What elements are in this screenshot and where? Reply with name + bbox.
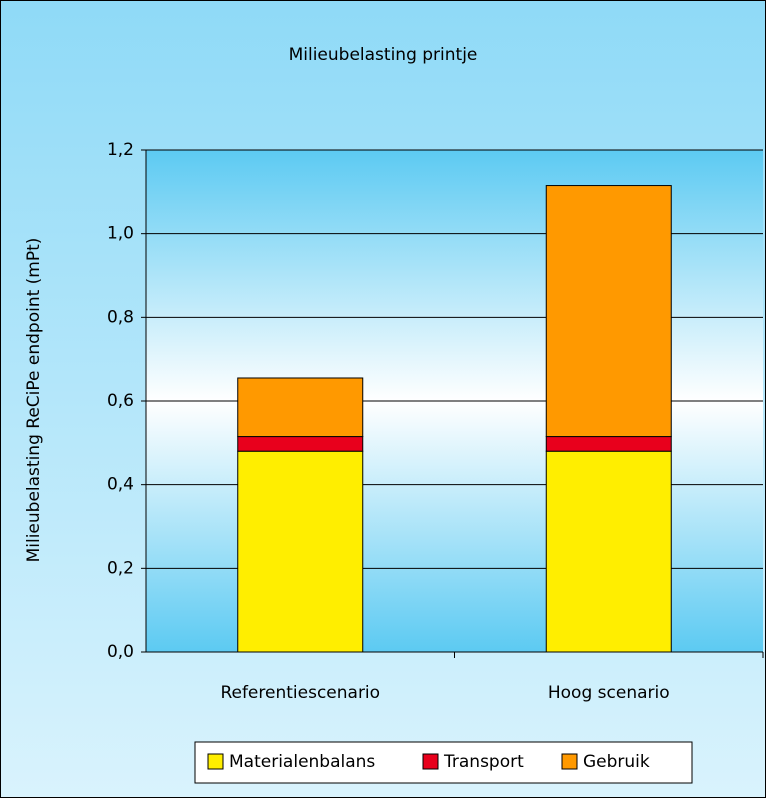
bar-segment xyxy=(545,450,672,653)
y-tick-label: 0,8 xyxy=(107,307,134,327)
y-tick-label: 0,2 xyxy=(107,558,134,578)
y-axis-label: Milieubelasting ReCiPe endpoint (mPt) xyxy=(24,238,44,563)
x-tick-label: Referentiescenario xyxy=(220,683,380,703)
legend-label: Transport xyxy=(443,752,524,772)
y-tick-label: 0,4 xyxy=(107,475,134,495)
y-tick-label: 0,0 xyxy=(107,642,134,662)
legend-swatch xyxy=(561,753,578,770)
bar-segment xyxy=(545,436,672,452)
y-tick-label: 1,2 xyxy=(107,140,134,160)
y-tick-label: 0,6 xyxy=(107,391,134,411)
legend-label: Gebruik xyxy=(583,752,650,772)
x-tick-label: Hoog scenario xyxy=(548,683,670,703)
legend-label: Materialenbalans xyxy=(229,752,375,772)
bar-segment xyxy=(237,377,364,438)
y-tick-label: 1,0 xyxy=(107,224,134,244)
bar-segment xyxy=(545,185,672,438)
bar-segment xyxy=(237,436,364,452)
chart-title: Milieubelasting printje xyxy=(289,45,478,65)
bar-segment xyxy=(237,450,364,653)
legend-swatch xyxy=(207,753,224,770)
legend-swatch xyxy=(422,753,439,770)
legend xyxy=(194,741,693,784)
